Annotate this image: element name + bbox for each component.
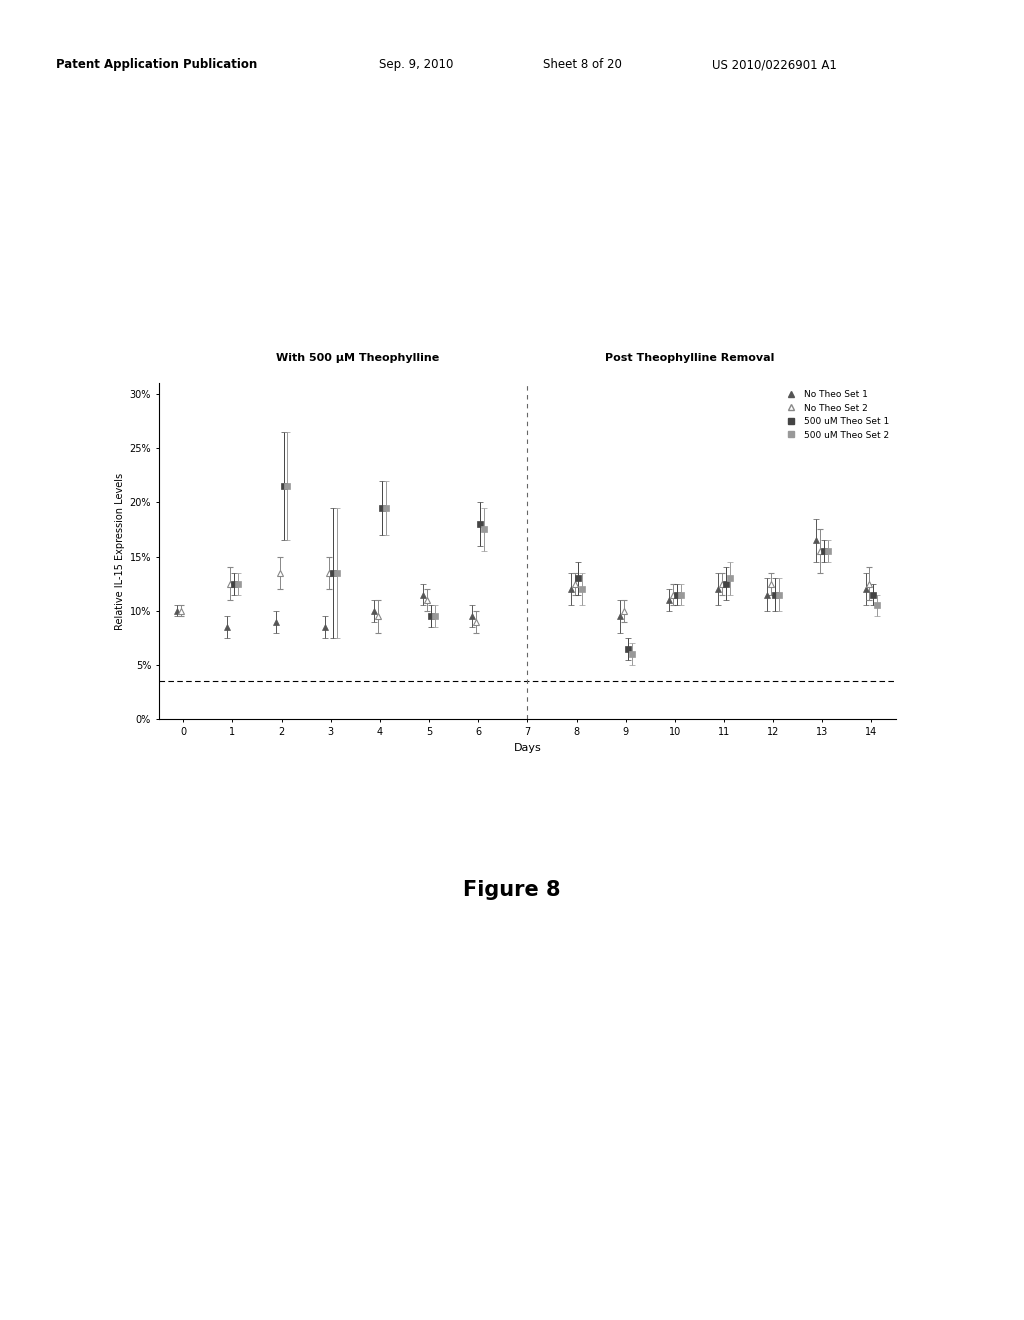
X-axis label: Days: Days [513,743,542,752]
Text: Sheet 8 of 20: Sheet 8 of 20 [543,58,622,71]
Text: Patent Application Publication: Patent Application Publication [56,58,258,71]
Text: Sep. 9, 2010: Sep. 9, 2010 [379,58,454,71]
Text: With 500 μM Theophylline: With 500 μM Theophylline [276,352,439,363]
Legend: No Theo Set 1, No Theo Set 2, 500 uM Theo Set 1, 500 uM Theo Set 2: No Theo Set 1, No Theo Set 2, 500 uM The… [779,387,892,442]
Y-axis label: Relative IL-15 Expression Levels: Relative IL-15 Expression Levels [116,473,125,630]
Text: US 2010/0226901 A1: US 2010/0226901 A1 [712,58,837,71]
Text: Figure 8: Figure 8 [463,880,561,900]
Text: Post Theophylline Removal: Post Theophylline Removal [605,352,774,363]
